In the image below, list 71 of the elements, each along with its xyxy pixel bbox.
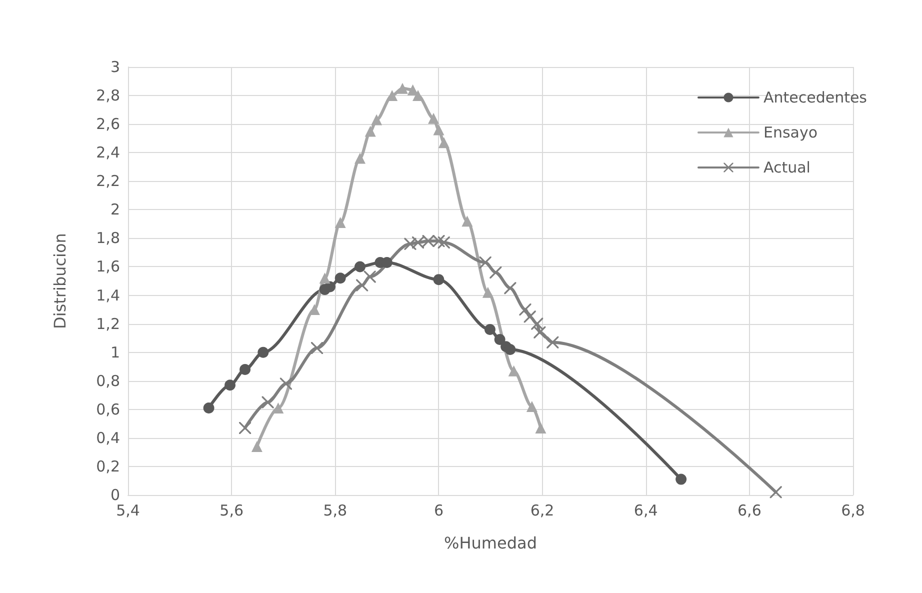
point	[412, 236, 424, 248]
point	[354, 261, 366, 272]
point	[240, 364, 251, 375]
point	[433, 124, 444, 136]
point	[504, 282, 516, 294]
x-tick-label: 6,2	[530, 502, 554, 520]
point	[272, 402, 284, 414]
x-tick-label: 6	[434, 502, 444, 520]
y-tick-label: 1,2	[96, 314, 120, 333]
x-tick-label: 6,8	[841, 502, 865, 520]
y-tick-label: 0,4	[96, 428, 120, 447]
point	[504, 344, 516, 355]
point	[494, 334, 506, 345]
x-tick-label: 6,4	[634, 502, 658, 520]
y-tick-label: 1	[110, 343, 120, 362]
point	[433, 274, 444, 286]
point	[490, 266, 502, 278]
point	[311, 342, 324, 354]
point	[531, 318, 544, 330]
y-tick-label: 2,2	[96, 172, 120, 190]
y-axis-title: Distribucion	[50, 233, 70, 329]
y-tick-label: 0	[110, 486, 120, 504]
x-axis-title: %Humedad	[444, 534, 537, 552]
y-tick-label: 2,4	[96, 144, 120, 162]
y-tick-label: 3	[110, 58, 120, 76]
y-tick-label: 2,6	[96, 115, 120, 134]
point	[428, 112, 440, 124]
point	[262, 396, 274, 408]
point	[334, 272, 346, 284]
y-tick-label: 0,6	[96, 400, 120, 418]
point	[364, 126, 376, 137]
point	[534, 326, 546, 338]
point	[364, 270, 376, 283]
legend-label: Antecedentes	[763, 88, 868, 106]
point	[324, 281, 336, 292]
point	[526, 401, 538, 412]
y-tick-label: 1,6	[96, 258, 120, 276]
y-tick-label: 2,8	[96, 86, 120, 105]
legend-label: Actual	[763, 158, 810, 176]
point	[203, 402, 214, 414]
point	[770, 486, 782, 498]
point	[535, 422, 546, 434]
x-tick-label: 5,4	[116, 502, 140, 520]
point	[224, 380, 236, 391]
point	[676, 474, 687, 485]
point	[371, 114, 382, 126]
point	[407, 84, 418, 96]
y-tick-label: 0,8	[96, 372, 120, 390]
point	[462, 216, 473, 227]
point	[438, 236, 450, 248]
x-tick-label: 5,8	[323, 502, 348, 520]
x-tick-label: 5,6	[220, 502, 244, 520]
x-tick-label: 6,6	[738, 502, 762, 520]
point	[251, 440, 262, 452]
point	[484, 324, 496, 336]
y-tick-label: 1,8	[96, 229, 120, 248]
point	[239, 422, 252, 434]
y-tick-label: 1,4	[96, 286, 120, 304]
point	[396, 82, 408, 94]
point	[519, 304, 532, 316]
point	[334, 217, 346, 228]
point	[319, 272, 330, 284]
point	[482, 286, 494, 298]
point	[280, 378, 292, 390]
point	[354, 152, 366, 164]
point	[258, 346, 269, 358]
point	[546, 336, 559, 348]
legend-label: Ensayo	[763, 124, 818, 142]
y-tick-label: 0,2	[96, 457, 120, 476]
point	[438, 137, 450, 148]
y-tick-label: 2	[110, 200, 120, 219]
